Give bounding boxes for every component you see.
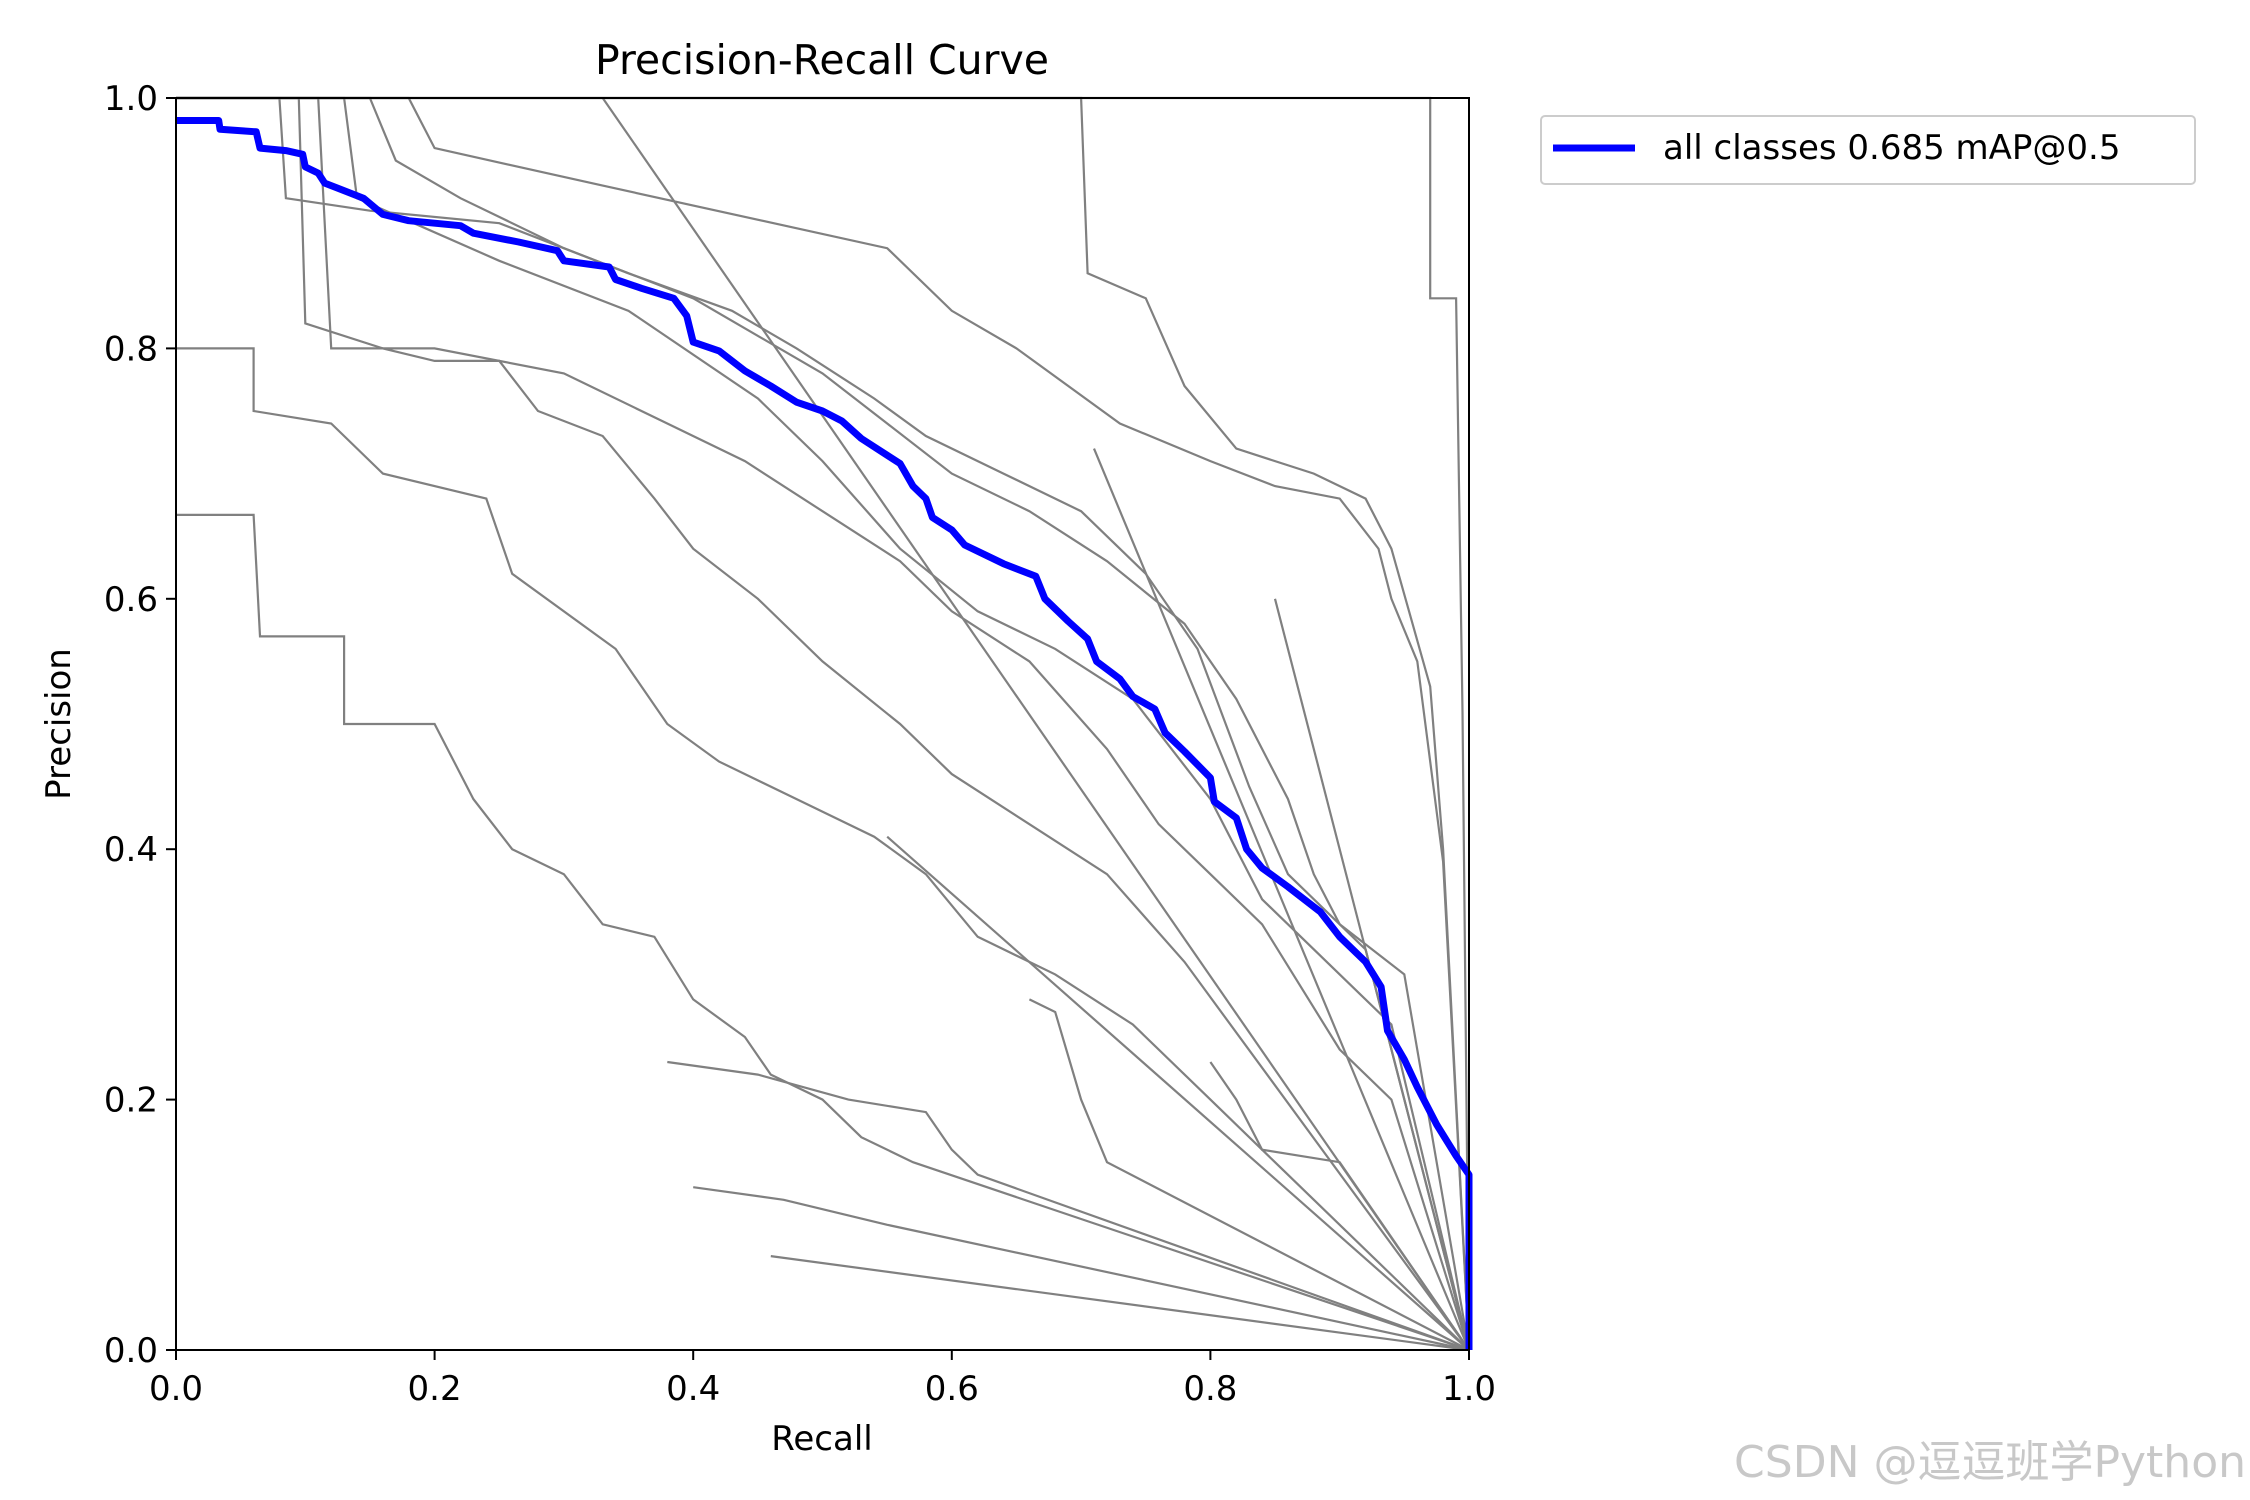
class-curve-16 [667, 1060, 1470, 1352]
class-curve-19 [1209, 1061, 1470, 1351]
x-tick-label: 0.6 [925, 1369, 979, 1409]
class-curve-5 [176, 96, 1471, 1351]
y-tick-label: 0.0 [104, 1331, 158, 1371]
class-curve-8 [176, 513, 1470, 1352]
x-tick-label: 1.0 [1442, 1369, 1496, 1409]
watermark: CSDN @逗逗班学Python [1734, 1437, 2246, 1488]
class-curve-7 [176, 347, 1470, 1351]
class-curve-17 [693, 1186, 1470, 1352]
legend-label-all-classes: all classes 0.685 mAP@0.5 [1663, 128, 2120, 168]
x-tick-label: 0.8 [1183, 1369, 1237, 1409]
class-curve-12 [770, 1255, 1470, 1352]
class-curve-3 [176, 96, 1471, 1351]
x-tick-label: 0.4 [666, 1369, 720, 1409]
y-tick-label: 0.4 [104, 830, 158, 870]
legend-box [1540, 115, 2196, 185]
class-curves [176, 96, 1471, 1352]
class-curve-10 [176, 96, 1471, 1351]
main-curve-series [176, 117, 1473, 1350]
y-tick-label: 0.8 [104, 329, 158, 369]
x-tick-label: 0.2 [408, 1369, 462, 1409]
y-tick-label: 0.6 [104, 580, 158, 620]
chart-title: Precision-Recall Curve [595, 36, 1049, 84]
class-curve-9 [176, 96, 1470, 1351]
class-curve-13 [886, 835, 1470, 1351]
y-axis-label: Precision [39, 648, 79, 800]
x-axis-label: Recall [771, 1419, 872, 1459]
plot-frame [175, 97, 1470, 1351]
y-tick-label: 0.2 [104, 1081, 158, 1121]
x-tick-label: 0.0 [149, 1369, 203, 1409]
all-classes-curve [176, 117, 1473, 1350]
class-curve-11 [601, 97, 1470, 1351]
class-curve-14 [1092, 448, 1471, 1351]
class-curve-6 [176, 96, 1471, 1351]
y-tick-label: 1.0 [104, 79, 158, 119]
class-curve-4 [176, 96, 1471, 1351]
axis-ticks: 0.0 0.2 0.4 0.6 0.8 1.0 0.0 0.2 0.4 0.6 0.8 1.0 [104, 79, 1496, 1409]
class-curve-2 [176, 96, 1471, 1351]
legend: all classes 0.685 mAP@0.5 [1540, 115, 2196, 185]
class-curve-18 [1028, 998, 1470, 1351]
